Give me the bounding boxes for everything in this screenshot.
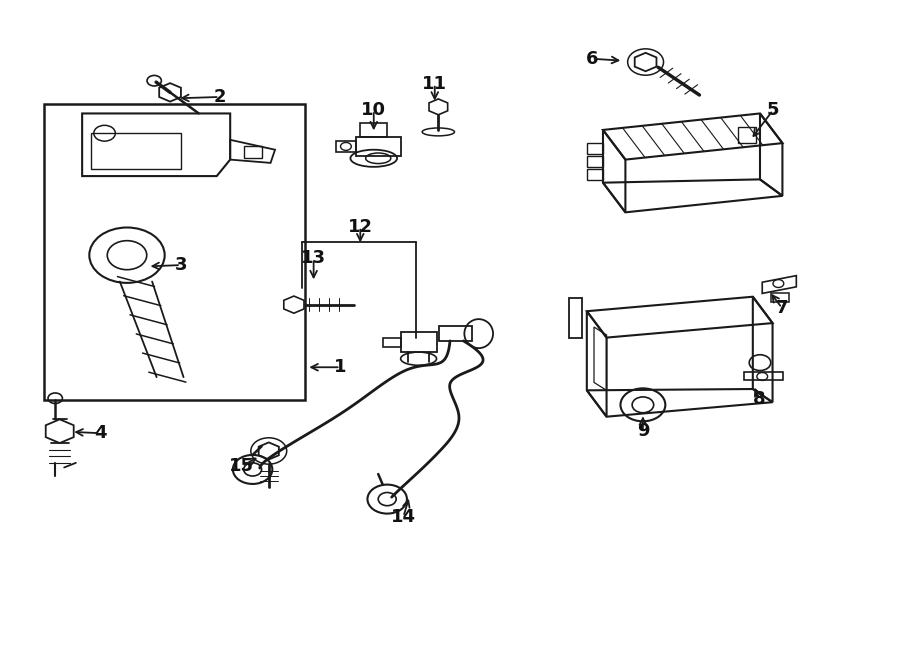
Text: 13: 13 <box>302 250 326 267</box>
Text: 4: 4 <box>94 424 106 442</box>
Text: 10: 10 <box>361 101 386 119</box>
Bar <box>738 126 755 143</box>
Text: 11: 11 <box>422 75 447 93</box>
Text: 2: 2 <box>213 88 226 106</box>
Text: 5: 5 <box>767 101 779 119</box>
Text: 9: 9 <box>636 422 649 440</box>
Bar <box>44 103 304 401</box>
Text: 1: 1 <box>334 358 346 376</box>
Bar <box>244 146 262 158</box>
Bar <box>91 133 181 169</box>
Text: 8: 8 <box>753 390 766 408</box>
Text: 3: 3 <box>175 256 187 274</box>
Text: 7: 7 <box>776 299 788 317</box>
Text: 14: 14 <box>391 508 416 526</box>
Text: 6: 6 <box>586 50 598 68</box>
Text: 15: 15 <box>230 457 255 475</box>
Text: 12: 12 <box>347 218 373 236</box>
